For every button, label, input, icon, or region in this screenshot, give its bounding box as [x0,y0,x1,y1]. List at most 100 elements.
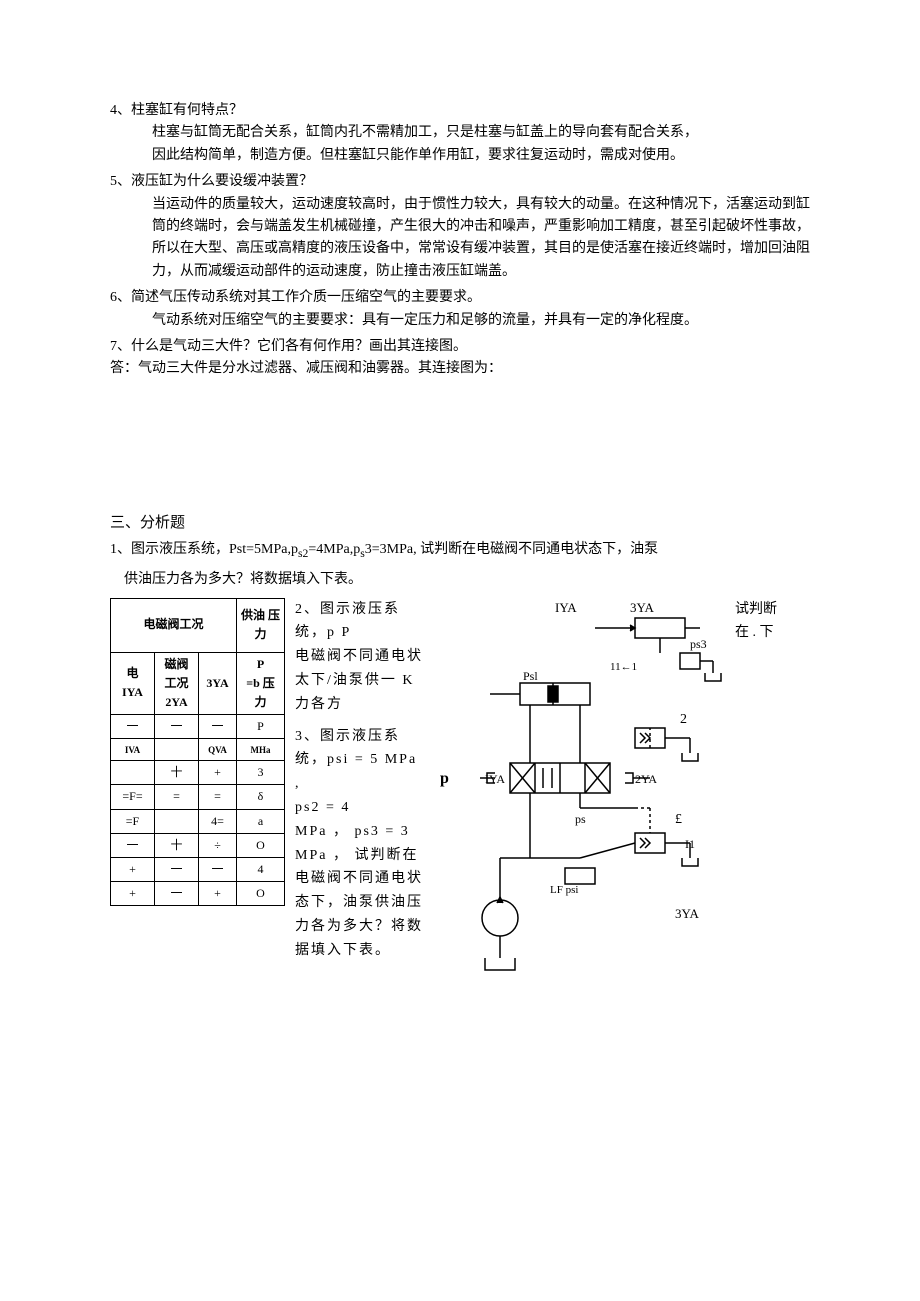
table-cell: 一 [111,833,155,857]
table-row: 一一一P [111,715,285,739]
table-cell: + [199,761,237,785]
table-cell: = [155,785,199,809]
mid-l2: 电磁阀不同通电状太下/油泵供一 K 力各方 [295,645,425,716]
question-4: 4、柱塞缸有何特点？ 柱塞与缸筒无配合关系，缸筒内孔不需精加工，只是柱塞与缸盖上… [110,100,810,167]
table-cell: + [111,882,155,906]
th-condition: 电磁阀工况 [111,598,237,652]
th-p-l2: =b 压力 [246,676,275,709]
label-iya-mid: IYA [485,772,505,786]
table-cell: IVA [111,739,155,761]
table-cell [155,739,199,761]
question-7: 7、什么是气动三大件？它们各有何作用？画出其连接图。 答：气动三大件是分水过滤器… [110,336,810,381]
table-cell: O [237,833,285,857]
table-cell: 一 [111,715,155,739]
table-cell: =F [111,809,155,833]
label-psl: Psl [523,669,538,683]
mid-l5: MPa ， ps3 = 3 [295,820,425,844]
label-2ya: 2YA [635,772,657,786]
th-p: P =b 压力 [237,652,285,715]
q6-p1: 气动系统对压缩空气的主要要求：具有一定压力和足够的流量，并具有一定的净化程度。 [110,310,810,332]
q4-p1: 柱塞与缸筒无配合关系，缸筒内孔不需精加工，只是柱塞与缸盖上的导向套有配合关系， [110,122,810,144]
table-cell: 一 [199,715,237,739]
q6-title: 6、简述气压传动系统对其工作介质一压缩空气的主要要求。 [110,287,810,309]
table-cell: 一 [155,715,199,739]
table-cell: 3 [237,761,285,785]
table-cell: 十 [155,761,199,785]
table-cell [111,761,155,785]
th-3ya: 3YA [199,652,237,715]
a1-l1b: =4MPa,p [308,542,360,557]
q4-title: 4、柱塞缸有何特点？ [110,100,810,122]
mid-l1: 2、图示液压系统，p P [295,598,425,646]
table-container: 电磁阀工况 供油 压力 电 IYA 磁阀工况2YA 3YA P=b 压力 一一一… [110,598,285,907]
table-cell: + [111,858,155,882]
label-3ya-bot: 3YA [675,906,699,921]
right-l2: 在 . 下 [735,621,783,645]
label-ps-mid: ps [575,812,586,826]
table-cell: =F= [111,785,155,809]
label-two: 2 [680,712,687,727]
table-cell [155,809,199,833]
table-cell: 一 [155,882,199,906]
th-2ya: 磁阀工况 2YA [155,652,199,715]
table-cell: = [199,785,237,809]
question-6: 6、简述气压传动系统对其工作介质一压缩空气的主要要求。 气动系统对压缩空气的主要… [110,287,810,332]
table-row: 十+3 [111,761,285,785]
q4-p2: 因此结构简单，制造方便。但柱塞缸只能作单作用缸，要求往复运动时，需成对使用。 [110,145,810,167]
table-cell: ÷ [199,833,237,857]
solenoid-table: 电磁阀工况 供油 压力 电 IYA 磁阀工况2YA 3YA P=b 压力 一一一… [110,598,285,907]
th-2ya-l2: 2YA [165,695,187,709]
label-eleven: 11←1 [610,661,637,673]
table-header-row: 电磁阀工况 供油 压力 [111,598,285,652]
q7-p1: 答：气动三大件是分水过滤器、减压阀和油雾器。其连接图为： [110,358,810,380]
table-cell: MHa [237,739,285,761]
mid-l4: ps2 = 4 [295,796,425,820]
q5-p1: 当运动件的质量较大，运动速度较高时，由于惯性力较大，具有较大的动量。在这种情况下… [110,194,810,284]
mid-l3: 3、图示液压系统，psi = 5 MPa , [295,725,425,796]
th-2ya-l1: 磁阀工况 [164,657,188,690]
table-row: IVA QVAMHa [111,739,285,761]
table-row: =F4=a [111,809,285,833]
table-row: +一一4 [111,858,285,882]
table-cell: 一 [155,858,199,882]
th-iya: 电 IYA [111,652,155,715]
q7-title: 7、什么是气动三大件？它们各有何作用？画出其连接图。 [110,336,810,358]
label-ps3: ps3 [690,637,707,651]
table-cell: 十 [155,833,199,857]
label-pound: £ [675,812,682,827]
analysis-content-wrapper: 电磁阀工况 供油 压力 电 IYA 磁阀工况2YA 3YA P=b 压力 一一一… [110,598,810,996]
hydraulic-schematic-svg: IYA 3YA ps3 Psl 11←1 2 IYA 2YA p ps £ I1… [435,598,725,988]
analysis-1-intro2: 供油压力各为多大？将数据填入下表。 [110,569,810,591]
analysis-1-intro: 1、图示液压系统，Pst=5MPa,ps2=4MPa,ps3=3MPa, 试判断… [110,539,810,563]
table-cell: QVA [199,739,237,761]
table-cell: O [237,882,285,906]
label-3ya-top: 3YA [630,600,654,615]
a1-l1c: 3=3MPa, 试判断在电磁阀不同通电状态下，油泵 [365,542,658,557]
label-lf-psi: LF psi [550,884,578,896]
table-cell: 4 [237,858,285,882]
a1-l1: 1、图示液压系统，Pst=5MPa,p [110,542,298,557]
question-5: 5、液压缸为什么要设缓冲装置？ 当运动件的质量较大，运动速度较高时，由于惯性力较… [110,171,810,283]
th-pressure: 供油 压力 [237,598,285,652]
table-cell: 一 [199,858,237,882]
hydraulic-diagram: IYA 3YA ps3 Psl 11←1 2 IYA 2YA p ps £ I1… [435,598,725,996]
th-p-l1: P [257,657,264,671]
middle-text-column: 2、图示液压系统，p P 电磁阀不同通电状太下/油泵供一 K 力各方 3、图示液… [295,598,425,963]
table-cell: 4= [199,809,237,833]
table-row: =F===δ [111,785,285,809]
label-i1: I1 [685,837,695,851]
label-iya-top: IYA [555,600,577,615]
q5-title: 5、液压缸为什么要设缓冲装置？ [110,171,810,193]
right-l1: 试判断 [735,598,783,622]
table-cell: P [237,715,285,739]
section-title: 三、分析题 [110,511,810,535]
table-cell: δ [237,785,285,809]
table-cell: + [199,882,237,906]
mid-l6: MPa ， 试判断在电磁阀不同通电状态下，油泵供油压力各为多大？将数据填入下表。 [295,844,425,963]
label-p-left: p [440,770,449,787]
right-text-column: 试判断 在 . 下 [735,598,783,646]
table-row: +一+O [111,882,285,906]
a1-sub1: s2 [298,546,308,559]
table-subheader-row: 电 IYA 磁阀工况 2YA 3YA P =b 压力 [111,652,285,715]
table-row: 一十÷O [111,833,285,857]
